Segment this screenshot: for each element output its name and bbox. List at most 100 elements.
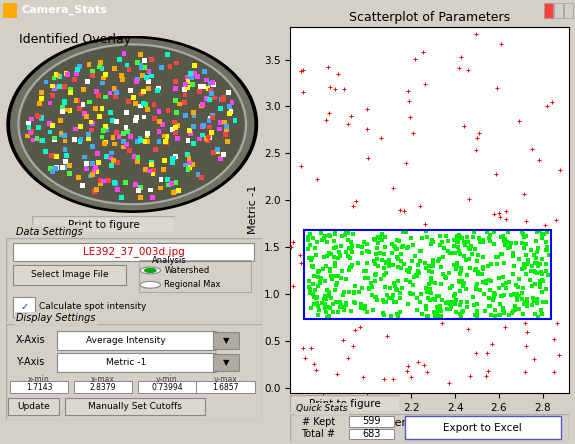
Point — [37, 114, 47, 121]
Point — [171, 124, 180, 131]
Point — [144, 67, 154, 75]
Point — [209, 149, 218, 156]
Point — [408, 281, 417, 288]
Point — [183, 83, 192, 91]
Point — [363, 155, 372, 162]
Point — [421, 302, 431, 309]
Point — [471, 350, 480, 357]
Point — [543, 228, 552, 235]
Point — [406, 234, 415, 242]
Point — [198, 101, 208, 108]
Point — [322, 309, 331, 316]
Point — [495, 209, 504, 216]
Point — [362, 259, 371, 266]
Point — [321, 263, 330, 270]
Point — [511, 302, 520, 309]
Point — [98, 178, 108, 185]
Point — [393, 256, 402, 263]
Point — [510, 306, 519, 313]
Point — [92, 186, 101, 193]
Point — [143, 138, 152, 145]
Point — [529, 297, 538, 305]
Point — [315, 267, 324, 274]
Point — [140, 138, 150, 145]
Point — [319, 265, 328, 272]
Point — [453, 259, 462, 266]
Point — [86, 119, 95, 126]
Point — [121, 179, 130, 186]
Y-axis label: Metric -1: Metric -1 — [248, 185, 259, 234]
Point — [95, 113, 104, 120]
Point — [411, 253, 420, 260]
Point — [324, 250, 333, 257]
Point — [434, 293, 443, 300]
Point — [52, 164, 61, 171]
Point — [393, 311, 402, 318]
Point — [524, 257, 533, 264]
Point — [432, 309, 441, 316]
Point — [476, 239, 485, 246]
Point — [320, 254, 329, 261]
Point — [447, 250, 456, 257]
Point — [224, 89, 233, 96]
Point — [512, 295, 521, 302]
FancyBboxPatch shape — [74, 381, 132, 393]
Point — [393, 264, 402, 271]
Point — [454, 247, 463, 254]
Point — [118, 76, 127, 83]
Point — [313, 269, 323, 276]
Point — [309, 293, 319, 300]
Circle shape — [140, 267, 160, 274]
Point — [356, 323, 365, 330]
Point — [180, 99, 189, 106]
Point — [327, 250, 336, 258]
Point — [143, 130, 152, 137]
Point — [499, 238, 508, 245]
Point — [530, 268, 539, 275]
Point — [427, 289, 436, 297]
Point — [340, 306, 349, 313]
Point — [509, 290, 519, 297]
Point — [522, 252, 531, 259]
Point — [435, 302, 444, 309]
Point — [380, 250, 389, 258]
FancyBboxPatch shape — [57, 353, 216, 372]
Point — [473, 280, 482, 287]
Point — [32, 135, 41, 142]
Point — [485, 238, 494, 245]
Point — [457, 309, 466, 316]
Point — [87, 72, 97, 79]
Point — [472, 284, 481, 291]
Point — [354, 289, 363, 296]
Point — [533, 313, 542, 320]
Point — [136, 103, 145, 110]
Point — [415, 270, 424, 277]
X-axis label: Average Intensity: Average Intensity — [381, 418, 479, 428]
Point — [482, 279, 491, 286]
Point — [310, 286, 320, 293]
Point — [404, 87, 413, 95]
Point — [539, 230, 549, 238]
Text: Average Intensity: Average Intensity — [86, 336, 166, 345]
Point — [408, 242, 417, 249]
Point — [491, 254, 500, 261]
Point — [312, 238, 321, 245]
Point — [189, 140, 198, 147]
Point — [478, 237, 488, 244]
Point — [451, 296, 461, 303]
Point — [188, 161, 197, 168]
Point — [467, 250, 477, 258]
Point — [519, 230, 528, 238]
FancyBboxPatch shape — [64, 398, 205, 415]
Point — [446, 303, 455, 310]
Point — [480, 308, 489, 315]
Point — [308, 291, 317, 298]
Point — [149, 167, 158, 174]
Point — [323, 287, 332, 294]
Point — [335, 303, 344, 310]
Point — [95, 177, 105, 184]
Point — [365, 248, 374, 255]
Point — [213, 148, 222, 155]
Point — [305, 254, 314, 261]
Point — [449, 242, 458, 250]
